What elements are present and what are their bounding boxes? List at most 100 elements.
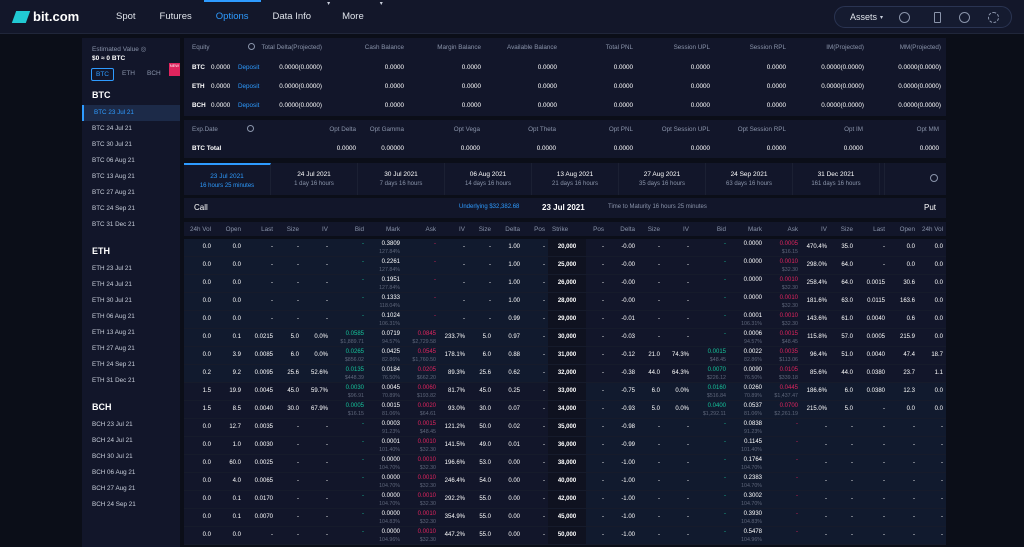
put-cell[interactable]: - bbox=[796, 421, 798, 427]
support-icon[interactable] bbox=[959, 11, 971, 23]
call-cell[interactable]: 0.0135 bbox=[345, 367, 364, 373]
call-cell[interactable]: 0.0010 bbox=[417, 439, 436, 445]
put-cell[interactable]: - bbox=[796, 439, 798, 445]
put-cell[interactable]: 0.0010 bbox=[779, 259, 798, 265]
gear-icon[interactable] bbox=[988, 11, 1000, 23]
sidebar-item[interactable]: BCH 24 Jul 21 bbox=[92, 437, 133, 444]
put-cell[interactable]: - bbox=[796, 511, 798, 517]
put-cell[interactable]: 0.0700 bbox=[779, 403, 798, 409]
mobile-icon[interactable] bbox=[934, 11, 942, 23]
put-cell[interactable]: 0.0010 bbox=[779, 313, 798, 319]
nav-item-spot[interactable]: Spot bbox=[116, 10, 136, 22]
brand-logo[interactable]: bit.com bbox=[11, 9, 94, 24]
put-cell[interactable]: - bbox=[724, 421, 726, 427]
put-cell[interactable]: 0.1764 bbox=[743, 457, 762, 463]
sidebar-item[interactable]: BTC 13 Aug 21 bbox=[92, 173, 135, 180]
call-cell[interactable]: 0.0015 bbox=[381, 403, 400, 409]
put-cell[interactable]: - bbox=[724, 511, 726, 517]
call-cell[interactable]: 0.0001 bbox=[381, 439, 400, 445]
call-cell[interactable]: 0.0005 bbox=[345, 403, 364, 409]
expiry-tab[interactable]: 24 Jul 2021 1 day 16 hours bbox=[271, 163, 358, 195]
call-cell[interactable]: 0.0425 bbox=[381, 349, 400, 355]
nav-item-more[interactable]: More bbox=[342, 10, 364, 22]
assets-button[interactable]: Assets bbox=[850, 12, 878, 22]
put-cell[interactable]: 0.0070 bbox=[707, 367, 726, 373]
call-cell[interactable]: 0.0000 bbox=[381, 493, 400, 499]
put-cell[interactable]: - bbox=[724, 313, 726, 319]
settings-icon[interactable] bbox=[930, 174, 938, 182]
sidebar-item[interactable]: BCH 23 Jul 21 bbox=[92, 421, 133, 428]
call-cell[interactable]: 0.2261 bbox=[381, 259, 400, 265]
put-cell[interactable]: 0.0000 bbox=[743, 295, 762, 301]
call-cell[interactable]: - bbox=[434, 295, 436, 301]
put-cell[interactable]: 0.0010 bbox=[779, 295, 798, 301]
call-cell[interactable]: 0.0003 bbox=[381, 421, 400, 427]
put-cell[interactable]: 0.0000 bbox=[743, 259, 762, 265]
call-cell[interactable]: - bbox=[362, 529, 364, 535]
call-cell[interactable]: - bbox=[362, 295, 364, 301]
call-cell[interactable]: 0.0010 bbox=[417, 457, 436, 463]
call-cell[interactable]: - bbox=[362, 241, 364, 247]
nav-item-options[interactable]: Options bbox=[203, 0, 261, 34]
call-cell[interactable]: - bbox=[434, 259, 436, 265]
put-cell[interactable]: 0.0537 bbox=[743, 403, 762, 409]
put-cell[interactable]: 0.0005 bbox=[779, 241, 798, 247]
user-icon[interactable] bbox=[899, 11, 911, 23]
sidebar-item[interactable]: ETH 13 Aug 21 bbox=[92, 329, 135, 336]
put-cell[interactable]: - bbox=[724, 259, 726, 265]
expiry-tab[interactable]: 13 Aug 2021 21 days 16 hours bbox=[532, 163, 619, 195]
call-cell[interactable]: 0.0060 bbox=[417, 385, 436, 391]
call-cell[interactable]: 0.0010 bbox=[417, 511, 436, 517]
put-cell[interactable]: 0.0105 bbox=[779, 367, 798, 373]
put-cell[interactable]: - bbox=[724, 457, 726, 463]
call-cell[interactable]: 0.0010 bbox=[417, 475, 436, 481]
info-icon[interactable] bbox=[248, 43, 255, 50]
call-cell[interactable]: 0.0000 bbox=[381, 457, 400, 463]
put-cell[interactable]: - bbox=[724, 331, 726, 337]
sidebar-item[interactable]: ETH 23 Jul 21 bbox=[92, 265, 132, 272]
put-cell[interactable]: 0.0022 bbox=[743, 349, 762, 355]
call-cell[interactable]: 0.0015 bbox=[417, 421, 436, 427]
put-cell[interactable]: 0.0260 bbox=[743, 385, 762, 391]
call-cell[interactable]: 0.0010 bbox=[417, 529, 436, 535]
put-cell[interactable]: - bbox=[796, 475, 798, 481]
put-cell[interactable]: 0.0838 bbox=[743, 421, 762, 427]
sidebar-item[interactable]: ETH 24 Sep 21 bbox=[92, 361, 136, 368]
put-cell[interactable]: 0.0000 bbox=[743, 277, 762, 283]
sidebar-item[interactable]: BTC 30 Jul 21 bbox=[92, 141, 132, 148]
call-cell[interactable]: 0.1951 bbox=[381, 277, 400, 283]
call-cell[interactable]: 0.0045 bbox=[381, 385, 400, 391]
call-cell[interactable]: 0.1333 bbox=[381, 295, 400, 301]
call-cell[interactable]: 0.0585 bbox=[345, 331, 364, 337]
nav-item-data-info[interactable]: Data Info bbox=[272, 10, 312, 22]
put-cell[interactable]: 0.3930 bbox=[743, 511, 762, 517]
expiry-tab[interactable]: 24 Sep 2021 63 days 16 hours bbox=[706, 163, 793, 195]
coin-tab-eth[interactable]: ETH bbox=[122, 70, 135, 77]
call-cell[interactable]: 0.0205 bbox=[417, 367, 436, 373]
put-cell[interactable]: - bbox=[796, 493, 798, 499]
call-cell[interactable]: - bbox=[362, 259, 364, 265]
call-cell[interactable]: - bbox=[362, 511, 364, 517]
call-cell[interactable]: 0.0000 bbox=[381, 511, 400, 517]
call-cell[interactable]: - bbox=[362, 475, 364, 481]
sidebar-item[interactable]: BCH 24 Sep 21 bbox=[92, 501, 136, 508]
call-cell[interactable]: 0.0545 bbox=[417, 349, 436, 355]
put-cell[interactable]: - bbox=[724, 295, 726, 301]
deposit-link[interactable]: Deposit bbox=[238, 83, 260, 90]
sidebar-item[interactable]: BTC 24 Sep 21 bbox=[92, 205, 136, 212]
put-cell[interactable]: 0.0006 bbox=[743, 331, 762, 337]
call-cell[interactable]: - bbox=[362, 421, 364, 427]
call-cell[interactable]: 0.0265 bbox=[345, 349, 364, 355]
expiry-tab[interactable]: 06 Aug 2021 14 days 16 hours bbox=[445, 163, 532, 195]
sidebar-item[interactable]: BTC 06 Aug 21 bbox=[92, 157, 135, 164]
sidebar-item[interactable]: BTC 27 Aug 21 bbox=[92, 189, 135, 196]
put-cell[interactable]: 0.0015 bbox=[707, 349, 726, 355]
sidebar-item[interactable]: BTC 31 Dec 21 bbox=[92, 221, 136, 228]
deposit-link[interactable]: Deposit bbox=[238, 64, 260, 71]
put-cell[interactable]: - bbox=[724, 475, 726, 481]
info-icon[interactable] bbox=[247, 125, 254, 132]
call-cell[interactable]: 0.0719 bbox=[381, 331, 400, 337]
sidebar-item[interactable]: ETH 06 Aug 21 bbox=[92, 313, 135, 320]
call-cell[interactable]: 0.0020 bbox=[417, 403, 436, 409]
eye-icon[interactable]: ◎ bbox=[140, 46, 147, 53]
